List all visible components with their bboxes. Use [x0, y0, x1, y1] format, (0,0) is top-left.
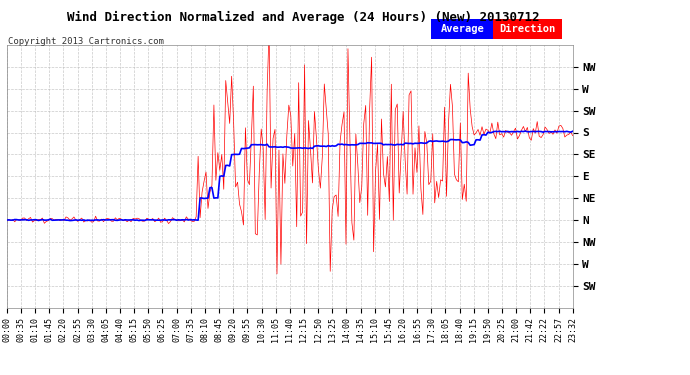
Text: Direction: Direction [500, 24, 556, 34]
Text: Copyright 2013 Cartronics.com: Copyright 2013 Cartronics.com [8, 38, 164, 46]
Text: Average: Average [440, 24, 484, 34]
Text: Wind Direction Normalized and Average (24 Hours) (New) 20130712: Wind Direction Normalized and Average (2… [68, 11, 540, 24]
